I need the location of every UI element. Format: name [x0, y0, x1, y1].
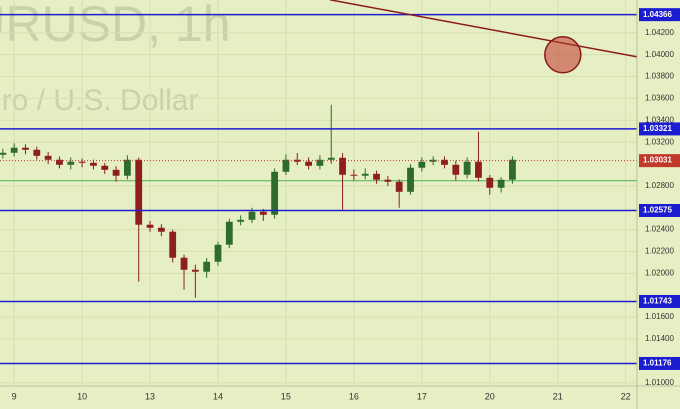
- marker-circle: [544, 36, 582, 74]
- x-tick-label: 17: [417, 391, 427, 401]
- y-tick-label: 1.03800: [645, 72, 674, 81]
- level-label: 1.01176: [643, 359, 672, 368]
- candle-body: [90, 162, 97, 166]
- candle-body: [339, 157, 346, 175]
- candle-body: [112, 169, 120, 176]
- last-price-box: [639, 154, 680, 168]
- candle-body: [214, 244, 222, 262]
- watermark-title: EURUSD, 1h: [0, 0, 231, 52]
- candle-body: [0, 152, 7, 155]
- candle-body: [225, 221, 233, 245]
- level-box: [639, 356, 680, 370]
- candle-body: [135, 159, 143, 225]
- candle-body: [44, 155, 52, 160]
- level-box: [639, 122, 680, 136]
- watermark-subtitle: Euro / U.S. Dollar: [0, 84, 198, 117]
- candle-body: [180, 257, 188, 270]
- candle-body: [395, 181, 403, 192]
- candle-body: [305, 161, 312, 166]
- candle-body: [146, 224, 154, 228]
- level-label: 1.01743: [643, 297, 672, 306]
- y-tick-label: 1.03200: [645, 137, 674, 146]
- candle-body: [259, 211, 267, 215]
- candle-body: [124, 159, 131, 176]
- candle-body: [407, 167, 414, 192]
- x-tick-label: 9: [12, 391, 17, 401]
- y-tick-label: 1.02400: [645, 225, 674, 234]
- y-tick-label: 1.02000: [645, 268, 674, 277]
- level-label: 1.02575: [643, 206, 672, 215]
- level-label: 1.03321: [643, 124, 672, 133]
- x-tick-label: 21: [553, 391, 563, 401]
- level-label: 1.04366: [643, 10, 672, 19]
- candle-body: [169, 231, 177, 258]
- candle-body: [463, 161, 471, 175]
- trendline: [329, 0, 637, 58]
- candle-body: [282, 159, 290, 172]
- candle-body: [101, 165, 109, 170]
- candle-body: [373, 173, 380, 180]
- candle-body: [157, 227, 165, 232]
- x-tick-label: 22: [621, 391, 631, 401]
- candle-body: [33, 149, 41, 156]
- candle-body: [509, 159, 516, 180]
- candle-body: [248, 211, 256, 220]
- x-tick-label: 20: [485, 391, 495, 401]
- last-price-label: 1.03031: [643, 156, 672, 165]
- x-tick-label: 14: [213, 391, 223, 401]
- candle-body: [237, 219, 245, 222]
- y-tick-label: 1.02800: [645, 181, 674, 190]
- candle-body: [67, 161, 75, 165]
- watermark: EURUSD, 1h Euro / U.S. Dollar: [0, 0, 231, 117]
- candle-body: [203, 261, 211, 272]
- y-tick-label: 1.01400: [645, 334, 674, 343]
- candle-body: [10, 147, 18, 153]
- candle-body: [56, 159, 63, 165]
- y-tick-label: 1.03600: [645, 94, 674, 103]
- level-box: [639, 8, 680, 22]
- candle-body: [441, 159, 448, 165]
- level-box: [639, 294, 680, 308]
- x-tick-label: 13: [145, 391, 155, 401]
- candle-body: [452, 164, 460, 175]
- candle-body: [350, 174, 358, 176]
- candle-body: [486, 177, 494, 188]
- x-tick-label: 15: [281, 391, 291, 401]
- level-box: [639, 203, 680, 217]
- candle-body: [327, 157, 335, 160]
- y-tick-label: 1.01600: [645, 312, 674, 321]
- y-tick-label: 1.02200: [645, 247, 674, 256]
- x-tick-label: 10: [77, 391, 87, 401]
- candle-body: [384, 179, 392, 182]
- candle-body: [191, 269, 199, 272]
- candle-body: [418, 161, 426, 168]
- candle-body: [22, 147, 29, 150]
- candle-body: [78, 161, 86, 163]
- candle-body: [361, 173, 369, 176]
- y-tick-label: 1.01000: [645, 378, 674, 387]
- candle-body: [475, 161, 482, 178]
- x-tick-label: 16: [349, 391, 359, 401]
- plot-area: [0, 0, 637, 386]
- y-tick-label: 1.04000: [645, 50, 674, 59]
- y-tick-label: 1.04200: [645, 28, 674, 37]
- y-tick-label: 1.03400: [645, 115, 674, 124]
- axes: 1.04200 1.04000 1.03800 1.03600 1.03400 1.032…: [12, 8, 680, 401]
- candle-body: [316, 159, 324, 166]
- candle-body: [429, 159, 437, 162]
- candle-body: [271, 171, 279, 215]
- candle-body: [497, 179, 505, 188]
